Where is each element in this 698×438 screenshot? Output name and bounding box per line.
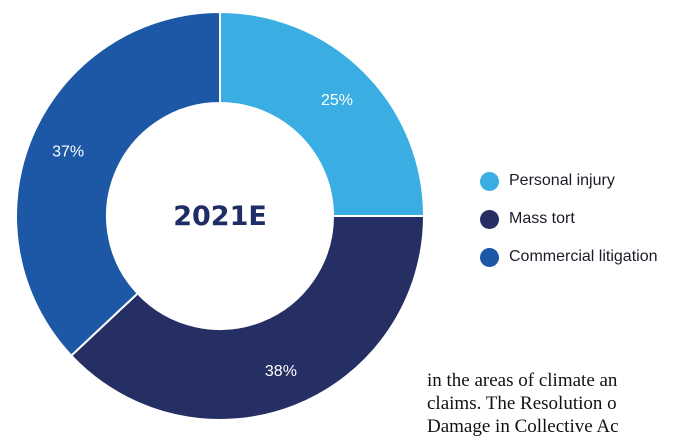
legend-item-commercial-litigation: Commercial litigation [480, 247, 658, 267]
legend-item-mass-tort: Mass tort [480, 209, 658, 229]
legend-item-personal-injury: Personal injury [480, 171, 658, 191]
legend-swatch-mass-tort [480, 209, 499, 229]
body-text-line: in the areas of climate an [427, 370, 618, 391]
body-text-fragment: in the areas of climate an claims. The R… [427, 369, 698, 438]
donut-slice-mass-tort [69, 215, 426, 421]
legend-label-commercial-litigation: Commercial litigation [509, 248, 658, 265]
donut-slice-labels: 25% 38% 37% [52, 92, 353, 380]
donut-slices [15, 10, 426, 421]
legend-swatch-commercial-litigation [480, 247, 499, 267]
legend-swatch-personal-injury [480, 171, 499, 191]
legend-label-mass-tort: Mass tort [509, 210, 575, 227]
data-label-commercial-litigation: 37% [52, 143, 84, 160]
donut-slice-personal-injury [219, 10, 426, 217]
body-text-line: claims. The Resolution o [427, 393, 617, 414]
legend-label-personal-injury: Personal injury [509, 172, 615, 189]
donut-slice-commercial-litigation [15, 10, 221, 358]
chart-title: 2021E [173, 201, 267, 232]
data-label-mass-tort: 38% [265, 363, 297, 380]
chart-legend: Personal injury Mass tort Commercial lit… [480, 171, 658, 286]
data-label-personal-injury: 25% [321, 92, 353, 109]
body-text-line: Damage in Collective Ac [427, 416, 619, 437]
